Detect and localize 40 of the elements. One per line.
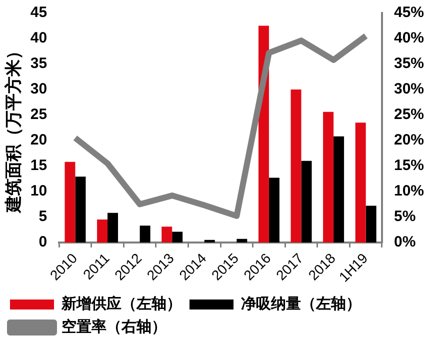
y2-tick-label: 5% bbox=[394, 208, 416, 226]
y-tick-label: 35 bbox=[30, 55, 48, 72]
bar bbox=[290, 89, 302, 242]
legend-label: 新增供应（左轴） bbox=[60, 294, 182, 313]
bar bbox=[334, 136, 344, 242]
bar bbox=[236, 238, 248, 242]
y-tick-label: 20 bbox=[30, 132, 48, 149]
bar bbox=[366, 206, 376, 242]
bar bbox=[64, 162, 76, 242]
y2-tick-label: 40% bbox=[394, 30, 424, 47]
y-tick-label: 25 bbox=[30, 106, 48, 124]
bar bbox=[172, 232, 183, 242]
y-tick-label: 40 bbox=[30, 30, 48, 47]
y2-tick-label: 15% bbox=[394, 157, 424, 174]
bar bbox=[162, 226, 172, 242]
legend-label: 空置率（右轴） bbox=[62, 318, 166, 336]
y2-tick-label: 25% bbox=[394, 106, 424, 124]
bar bbox=[204, 240, 215, 242]
bar bbox=[97, 220, 108, 242]
y2-tick-label: 45% bbox=[394, 4, 424, 22]
bar bbox=[108, 212, 118, 242]
legend-label: 净吸纳量（左轴） bbox=[241, 296, 361, 313]
y2-tick-label: 0% bbox=[394, 234, 416, 251]
y2-tick-label: 20% bbox=[394, 132, 424, 149]
y2-tick-label: 10% bbox=[394, 182, 424, 200]
y-tick-label: 10 bbox=[30, 182, 48, 200]
bar bbox=[301, 160, 312, 242]
y-tick-label: 15 bbox=[30, 157, 48, 174]
bar bbox=[268, 178, 280, 242]
y2-tick-label: 30% bbox=[394, 80, 424, 98]
y-tick-label: 45 bbox=[30, 4, 48, 22]
y-tick-label: 5 bbox=[38, 208, 48, 226]
y2-tick-label: 35% bbox=[394, 55, 424, 72]
bar bbox=[75, 176, 86, 242]
bar bbox=[140, 226, 150, 242]
bar bbox=[355, 122, 366, 242]
bar bbox=[323, 112, 334, 242]
y-tick-label: 30 bbox=[30, 80, 48, 98]
y-axis-title: 建筑面积（万平方米） bbox=[4, 42, 23, 215]
y-tick-label: 0 bbox=[38, 234, 48, 251]
